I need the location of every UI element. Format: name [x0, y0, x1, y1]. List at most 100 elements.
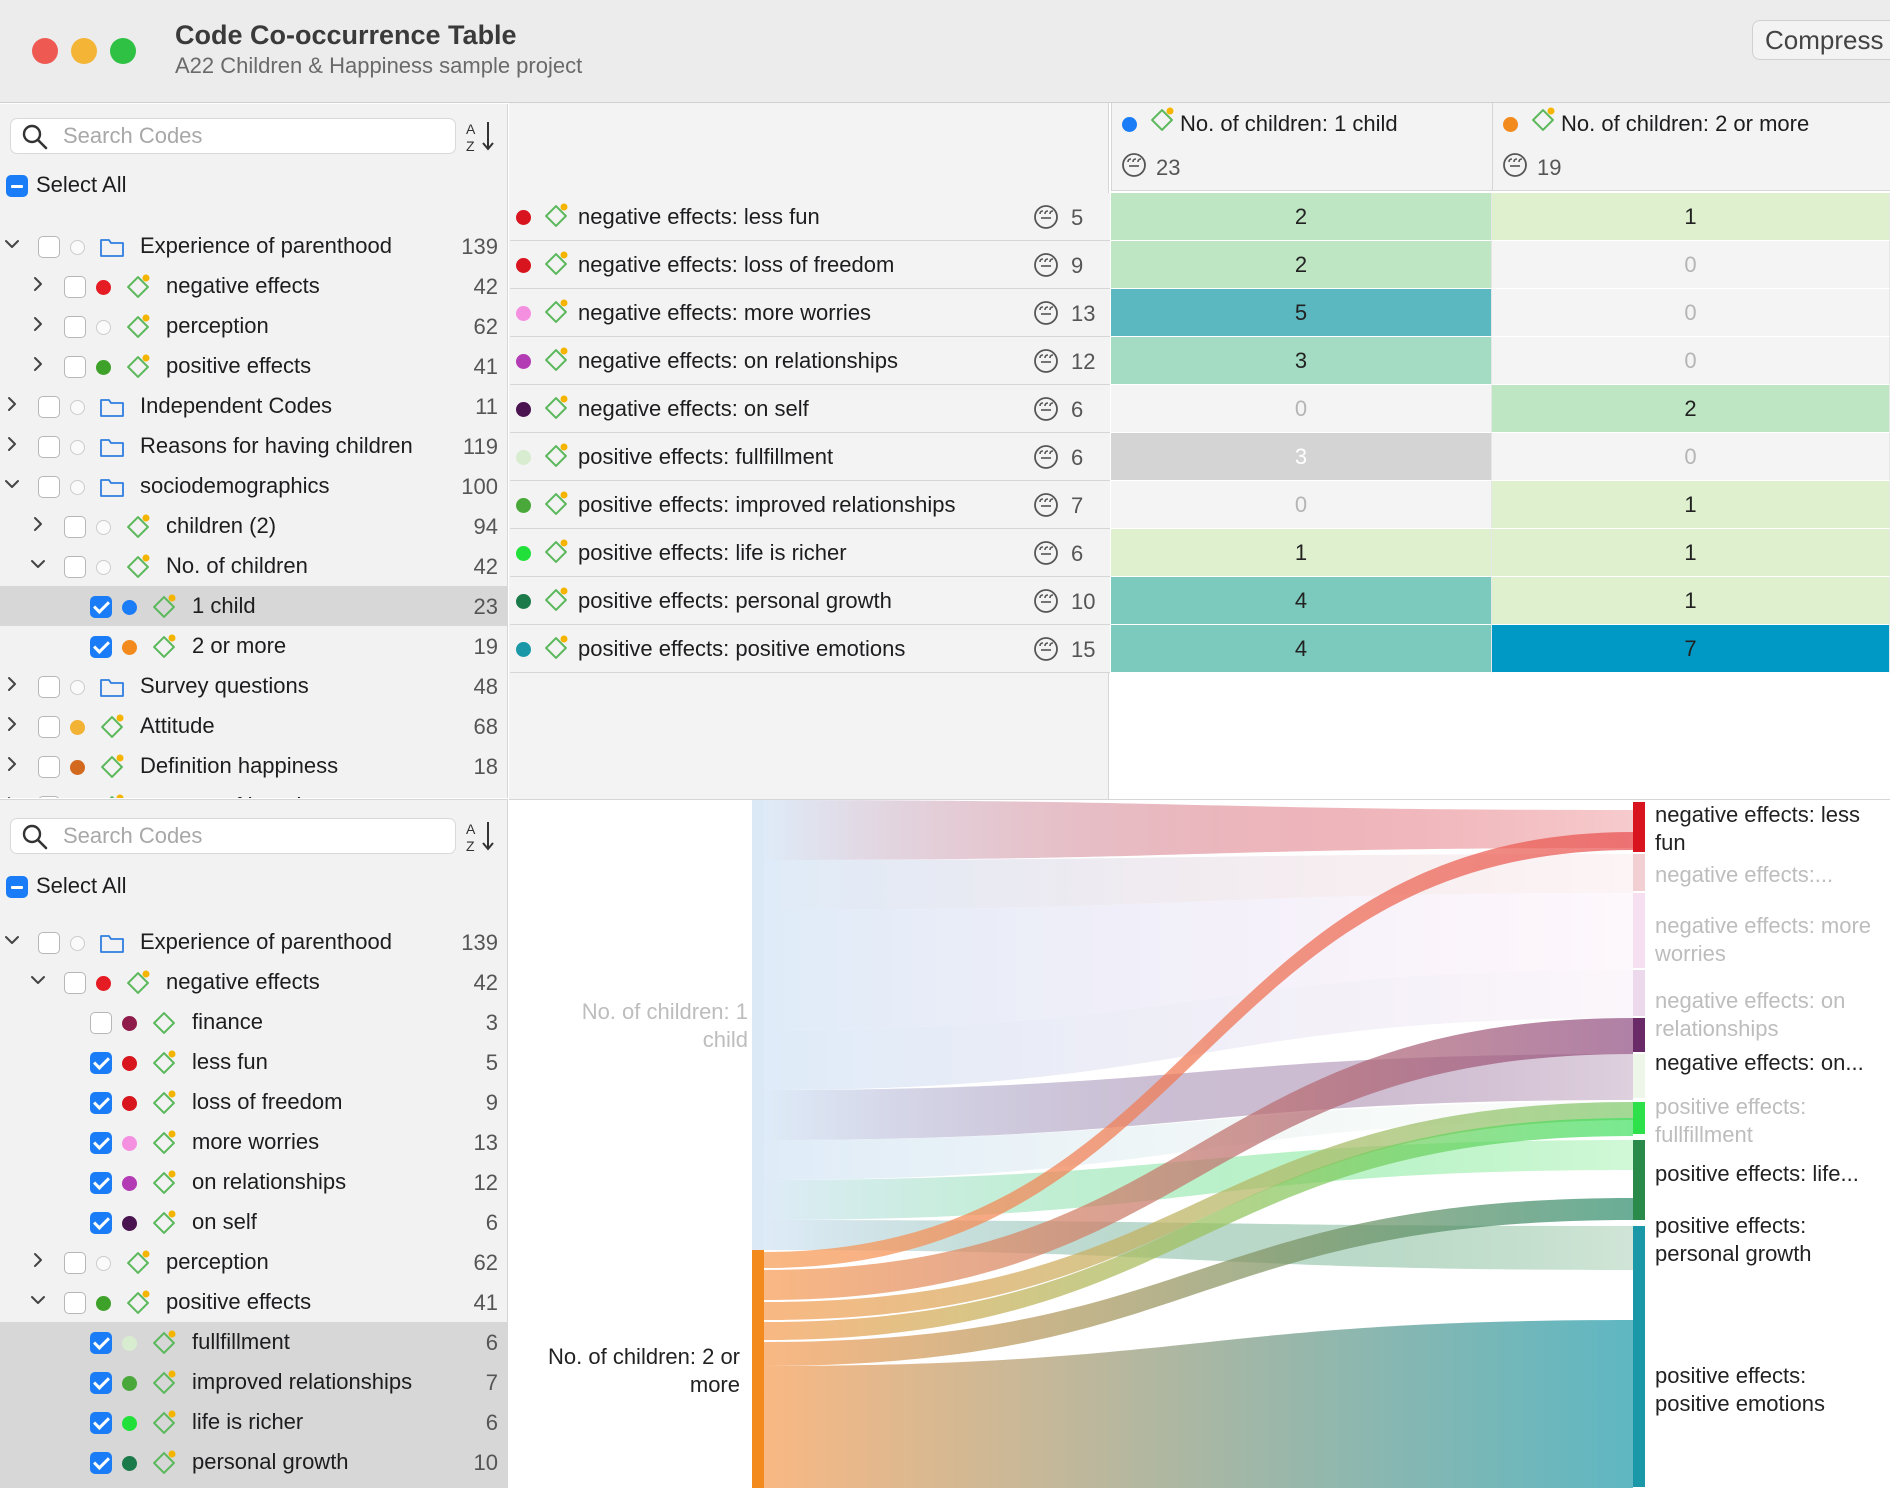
row-header[interactable]: positive effects: improved relationships… — [510, 481, 1110, 529]
chevron-down-icon[interactable] — [2, 234, 22, 254]
sankey-target-node[interactable] — [1633, 802, 1645, 852]
tree-row[interactable]: less fun 5 — [0, 1042, 507, 1082]
row-header[interactable]: positive effects: personal growth 10 — [510, 577, 1110, 625]
disclosure-toggle[interactable] — [28, 1250, 48, 1270]
disclosure-toggle[interactable] — [2, 474, 22, 494]
table-cell[interactable]: 0 — [1111, 481, 1492, 529]
code-checkbox[interactable] — [64, 972, 86, 994]
minimize-window-button[interactable] — [71, 38, 97, 64]
sankey-flow[interactable] — [764, 893, 1633, 1030]
chevron-down-icon[interactable] — [28, 1290, 48, 1310]
sankey-flow[interactable] — [764, 1018, 1633, 1300]
table-cell[interactable]: 2 — [1492, 385, 1890, 433]
tree-row[interactable]: Experience of parenthood 139 — [0, 226, 507, 266]
chevron-right-icon[interactable] — [2, 754, 22, 774]
tree-row[interactable]: more worries 13 — [0, 1122, 507, 1162]
chevron-down-icon[interactable] — [28, 554, 48, 574]
code-checkbox[interactable] — [90, 636, 112, 658]
tree-row[interactable]: Reasons for having children 119 — [0, 426, 507, 466]
tree-row[interactable]: 2 or more 19 — [0, 626, 507, 666]
table-cell[interactable]: 1 — [1111, 529, 1492, 577]
code-checkbox[interactable] — [38, 756, 60, 778]
chevron-down-icon[interactable] — [28, 970, 48, 990]
sankey-flow[interactable] — [764, 1118, 1633, 1340]
sankey-target-node[interactable] — [1633, 854, 1645, 891]
code-checkbox[interactable] — [38, 396, 60, 418]
code-checkbox[interactable] — [38, 716, 60, 738]
code-checkbox[interactable] — [64, 556, 86, 578]
tree-row[interactable]: negative effects 42 — [0, 962, 507, 1002]
table-cell[interactable]: 2 — [1111, 193, 1492, 241]
row-header[interactable]: negative effects: on relationships 12 — [510, 337, 1110, 385]
disclosure-toggle[interactable] — [28, 274, 48, 294]
tree-row[interactable]: on relationships 12 — [0, 1162, 507, 1202]
search-input[interactable]: Search Codes — [10, 118, 456, 154]
table-cell[interactable]: 0 — [1492, 289, 1890, 337]
code-checkbox[interactable] — [90, 1092, 112, 1114]
code-checkbox[interactable] — [90, 1452, 112, 1474]
table-cell[interactable]: 3 — [1111, 337, 1492, 385]
code-checkbox[interactable] — [90, 596, 112, 618]
sankey-target-node[interactable] — [1633, 1018, 1645, 1052]
tree-row[interactable]: life is richer 6 — [0, 1402, 507, 1442]
table-cell[interactable]: 4 — [1111, 625, 1492, 673]
tree-row[interactable]: children (2) 94 — [0, 506, 507, 546]
disclosure-toggle[interactable] — [2, 714, 22, 734]
tree-row[interactable]: positive effects 41 — [0, 346, 507, 386]
tree-row[interactable]: Independent Codes 11 — [0, 386, 507, 426]
sankey-target-node[interactable] — [1633, 970, 1645, 1016]
tree-row[interactable]: on self 6 — [0, 1202, 507, 1242]
code-checkbox[interactable] — [64, 516, 86, 538]
row-header[interactable]: positive effects: life is richer 6 — [510, 529, 1110, 577]
disclosure-toggle[interactable] — [28, 514, 48, 534]
disclosure-toggle[interactable] — [2, 674, 22, 694]
disclosure-toggle[interactable] — [28, 354, 48, 374]
table-cell[interactable]: 0 — [1492, 241, 1890, 289]
chevron-right-icon[interactable] — [28, 1250, 48, 1270]
tree-row[interactable]: sources of happiness 36 — [0, 786, 507, 798]
sankey-flow[interactable] — [764, 800, 1633, 860]
tree-row[interactable]: Attitude 68 — [0, 706, 507, 746]
table-cell[interactable]: 0 — [1111, 385, 1492, 433]
table-cell[interactable]: 0 — [1492, 433, 1890, 481]
row-header[interactable]: negative effects: less fun 5 — [510, 193, 1110, 241]
tree-row[interactable]: loss of freedom 9 — [0, 1082, 507, 1122]
code-checkbox[interactable] — [90, 1132, 112, 1154]
tree-row[interactable]: personal growth 10 — [0, 1442, 507, 1482]
tree-row[interactable]: fullfillment 6 — [0, 1322, 507, 1362]
tree-row[interactable]: No. of children 42 — [0, 546, 507, 586]
code-checkbox[interactable] — [64, 276, 86, 298]
code-checkbox[interactable] — [64, 316, 86, 338]
disclosure-toggle[interactable] — [2, 234, 22, 254]
code-checkbox[interactable] — [38, 236, 60, 258]
table-cell[interactable]: 0 — [1492, 337, 1890, 385]
sankey-flow[interactable] — [764, 854, 1633, 910]
disclosure-toggle[interactable] — [28, 1290, 48, 1310]
sankey-source-node[interactable] — [752, 1250, 764, 1488]
chevron-right-icon[interactable] — [2, 714, 22, 734]
sankey-source-node[interactable] — [752, 800, 764, 1250]
column-header[interactable]: No. of children: 2 or more 19 — [1492, 103, 1890, 191]
sankey-flow[interactable] — [764, 1198, 1633, 1366]
sankey-flow[interactable] — [764, 832, 1633, 1268]
sankey-target-node[interactable] — [1633, 1054, 1645, 1098]
chevron-right-icon[interactable] — [2, 434, 22, 454]
disclosure-toggle[interactable] — [2, 794, 22, 798]
table-cell[interactable]: 1 — [1492, 577, 1890, 625]
tree-row[interactable]: Survey questions 48 — [0, 666, 507, 706]
sankey-flow[interactable] — [764, 1140, 1633, 1220]
code-checkbox[interactable] — [90, 1332, 112, 1354]
sankey-target-node[interactable] — [1633, 893, 1645, 968]
code-checkbox[interactable] — [90, 1052, 112, 1074]
disclosure-toggle[interactable] — [2, 754, 22, 774]
table-cell[interactable]: 2 — [1111, 241, 1492, 289]
chevron-right-icon[interactable] — [2, 794, 22, 798]
code-checkbox[interactable] — [90, 1172, 112, 1194]
chevron-right-icon[interactable] — [28, 314, 48, 334]
close-window-button[interactable] — [32, 38, 58, 64]
code-checkbox[interactable] — [64, 1292, 86, 1314]
tree-row[interactable]: sociodemographics 100 — [0, 466, 507, 506]
table-cell[interactable]: 7 — [1492, 625, 1890, 673]
